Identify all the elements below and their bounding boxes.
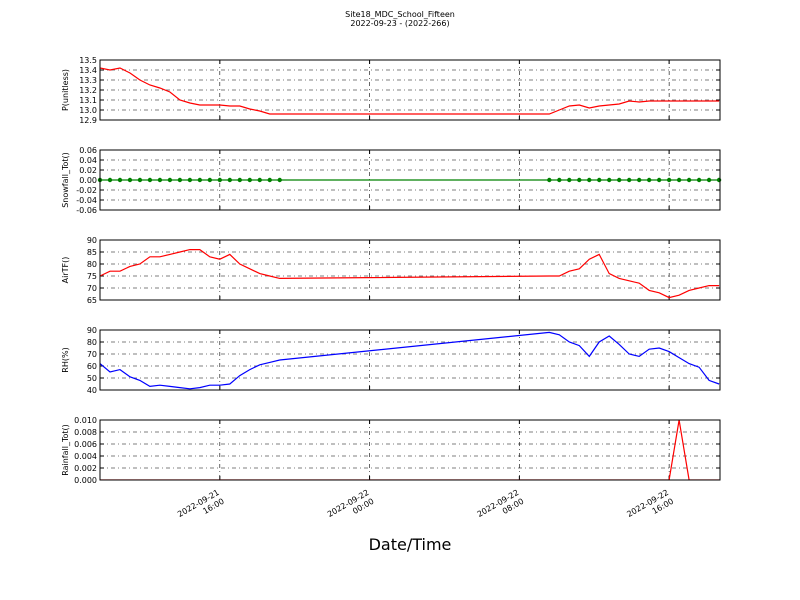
y-axis-label: P(unitless) — [61, 69, 70, 111]
y-tick-label: 80 — [87, 260, 97, 269]
data-point — [587, 177, 592, 183]
data-line — [100, 67, 720, 115]
y-tick-label: 13.3 — [79, 76, 97, 85]
chart-subtitle: 2022-09-23 - (2022-266) — [350, 19, 449, 28]
plot-frame — [99, 149, 721, 211]
y-tick-label: -0.06 — [76, 206, 97, 215]
data-point — [267, 177, 272, 183]
data-point — [107, 177, 113, 183]
data-point — [716, 177, 722, 183]
data-point — [227, 177, 233, 183]
y-axis-label: Snowfall_Tot() — [61, 152, 70, 208]
y-tick-label: 0.000 — [74, 476, 97, 485]
data-point — [177, 177, 183, 183]
y-tick-label: 40 — [87, 386, 97, 395]
y-tick-label: 0.00 — [79, 176, 97, 185]
y-tick-label: 85 — [87, 248, 97, 257]
data-point — [217, 177, 223, 183]
data-line — [100, 331, 720, 390]
data-line — [100, 249, 720, 299]
y-tick-label: -0.02 — [76, 186, 97, 195]
data-point — [577, 177, 582, 183]
y-tick-label: 75 — [87, 272, 97, 281]
data-point — [247, 177, 252, 183]
data-point — [137, 177, 143, 183]
data-point — [127, 177, 133, 183]
y-tick-label: 70 — [87, 284, 97, 293]
y-tick-label: 60 — [87, 362, 97, 371]
y-tick-label: 70 — [87, 350, 97, 359]
data-point — [676, 177, 682, 183]
data-point — [656, 177, 662, 183]
y-tick-label: 0.004 — [74, 452, 97, 461]
y-axis-label: AirTF() — [61, 257, 70, 284]
data-point — [626, 177, 632, 183]
data-point — [157, 177, 163, 183]
data-point — [706, 177, 712, 183]
y-tick-label: 50 — [87, 374, 97, 383]
data-point — [567, 177, 572, 183]
data-point — [636, 177, 642, 183]
y-tick-label: 0.02 — [79, 166, 97, 175]
data-point — [257, 177, 262, 183]
y-tick-label: 65 — [87, 296, 97, 305]
data-point — [237, 177, 242, 183]
y-tick-label: 13.5 — [79, 56, 97, 65]
x-axis-label: Date/Time — [369, 535, 452, 554]
data-point — [646, 177, 652, 183]
y-tick-label: 0.04 — [79, 156, 97, 165]
data-point — [557, 177, 562, 183]
data-point — [607, 177, 612, 183]
y-tick-label: 13.1 — [79, 96, 97, 105]
data-point — [167, 177, 173, 183]
y-tick-label: 80 — [87, 338, 97, 347]
y-tick-label: -0.04 — [76, 196, 97, 205]
data-point — [686, 177, 692, 183]
plot-frame — [99, 239, 721, 301]
data-point — [666, 177, 672, 183]
data-point — [207, 177, 213, 183]
data-point — [117, 177, 123, 183]
data-point — [197, 177, 203, 183]
data-point — [147, 177, 153, 183]
y-tick-label: 0.010 — [74, 416, 97, 425]
data-point — [547, 177, 552, 183]
y-tick-label: 0.06 — [79, 146, 97, 155]
y-tick-label: 12.9 — [79, 116, 97, 125]
chart-title: Site18_MDC_School_Fifteen — [345, 10, 455, 19]
y-tick-label: 0.002 — [74, 464, 97, 473]
y-tick-label: 13.4 — [79, 66, 97, 75]
y-tick-label: 13.0 — [79, 106, 97, 115]
y-tick-label: 0.006 — [74, 440, 97, 449]
y-tick-label: 90 — [87, 326, 97, 335]
data-point — [277, 177, 282, 183]
data-point — [597, 177, 602, 183]
plot-frame — [99, 59, 721, 121]
data-point — [617, 177, 622, 183]
y-tick-label: 90 — [87, 236, 97, 245]
y-axis-label: RH(%) — [61, 347, 70, 372]
data-point — [187, 177, 193, 183]
plot-frame — [99, 329, 721, 391]
y-axis-label: Rainfall_Tot() — [61, 424, 70, 476]
y-tick-label: 0.008 — [74, 428, 97, 437]
data-point — [696, 177, 702, 183]
y-tick-label: 13.2 — [79, 86, 97, 95]
plot-frame — [99, 419, 721, 481]
